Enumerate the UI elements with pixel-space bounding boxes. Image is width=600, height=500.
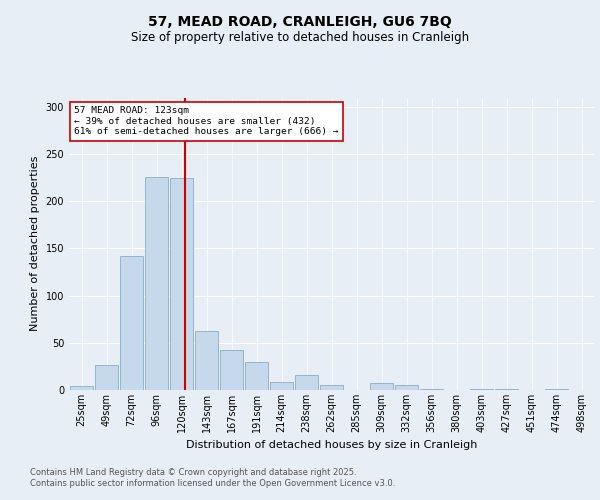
Bar	[95, 364, 118, 390]
Bar	[145, 177, 169, 390]
Text: 57, MEAD ROAD, CRANLEIGH, GU6 7BQ: 57, MEAD ROAD, CRANLEIGH, GU6 7BQ	[148, 16, 452, 30]
Bar	[220, 350, 244, 390]
Bar	[545, 389, 568, 390]
Bar	[70, 386, 94, 390]
Bar	[395, 386, 418, 390]
Bar	[295, 375, 319, 390]
Bar	[419, 389, 443, 390]
Bar	[470, 389, 493, 390]
Bar	[194, 330, 218, 390]
Bar	[119, 256, 143, 390]
Bar	[370, 384, 394, 390]
Bar	[245, 362, 268, 390]
Text: Size of property relative to detached houses in Cranleigh: Size of property relative to detached ho…	[131, 31, 469, 44]
Y-axis label: Number of detached properties: Number of detached properties	[30, 156, 40, 332]
Bar	[170, 178, 193, 390]
Text: Contains HM Land Registry data © Crown copyright and database right 2025.
Contai: Contains HM Land Registry data © Crown c…	[30, 468, 395, 487]
Bar	[494, 389, 518, 390]
X-axis label: Distribution of detached houses by size in Cranleigh: Distribution of detached houses by size …	[186, 440, 477, 450]
Bar	[320, 386, 343, 390]
Bar	[269, 382, 293, 390]
Text: 57 MEAD ROAD: 123sqm
← 39% of detached houses are smaller (432)
61% of semi-deta: 57 MEAD ROAD: 123sqm ← 39% of detached h…	[74, 106, 339, 136]
